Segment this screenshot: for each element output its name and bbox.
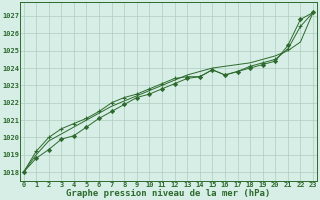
X-axis label: Graphe pression niveau de la mer (hPa): Graphe pression niveau de la mer (hPa) xyxy=(66,189,270,198)
